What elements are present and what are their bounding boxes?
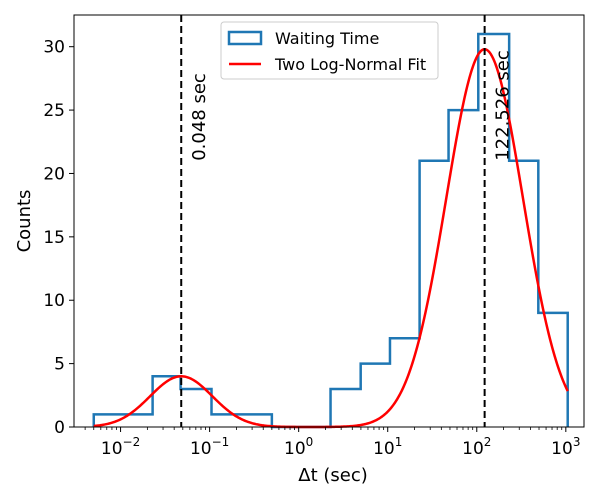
legend-label-fit: Two Log-Normal Fit: [274, 55, 426, 74]
x-tick-label-4: 102: [462, 435, 491, 459]
x-tick-label-5: 103: [551, 435, 580, 459]
plot-area: [74, 15, 584, 427]
vlines-layer: 0.048 sec 122.526 sec: [180, 15, 514, 427]
y-tick-label-2: 10: [43, 291, 65, 311]
y-tick-label-3: 15: [43, 228, 65, 248]
y-tick-label-0: 0: [54, 418, 65, 438]
x-axis-label: Δt (sec): [298, 465, 368, 486]
y-axis-label: Counts: [14, 190, 35, 253]
ticks-layer: 10−2 10−1 100 101 102 103 0 5 10 15 20 25 30: [43, 38, 580, 459]
x-tick-label-0: 10−2: [101, 435, 140, 459]
y-tick-label-1: 5: [54, 355, 65, 375]
x-tick-label-3: 101: [373, 435, 402, 459]
y-tick-label-5: 25: [43, 101, 65, 121]
legend-label-waiting-time: Waiting Time: [275, 29, 379, 48]
x-tick-label-2: 100: [284, 435, 313, 459]
y-tick-label-6: 30: [43, 38, 65, 58]
vline-label-1: 122.526 sec: [493, 50, 514, 161]
y-tick-label-4: 20: [43, 164, 65, 184]
legend: Waiting Time Two Log-Normal Fit: [220, 21, 439, 80]
vline-label-0: 0.048 sec: [189, 73, 210, 161]
legend-box: [220, 21, 439, 80]
legend-swatch-waiting-time: [227, 30, 263, 46]
x-tick-label-1: 10−1: [190, 435, 229, 459]
axes-frame: [73, 14, 585, 428]
